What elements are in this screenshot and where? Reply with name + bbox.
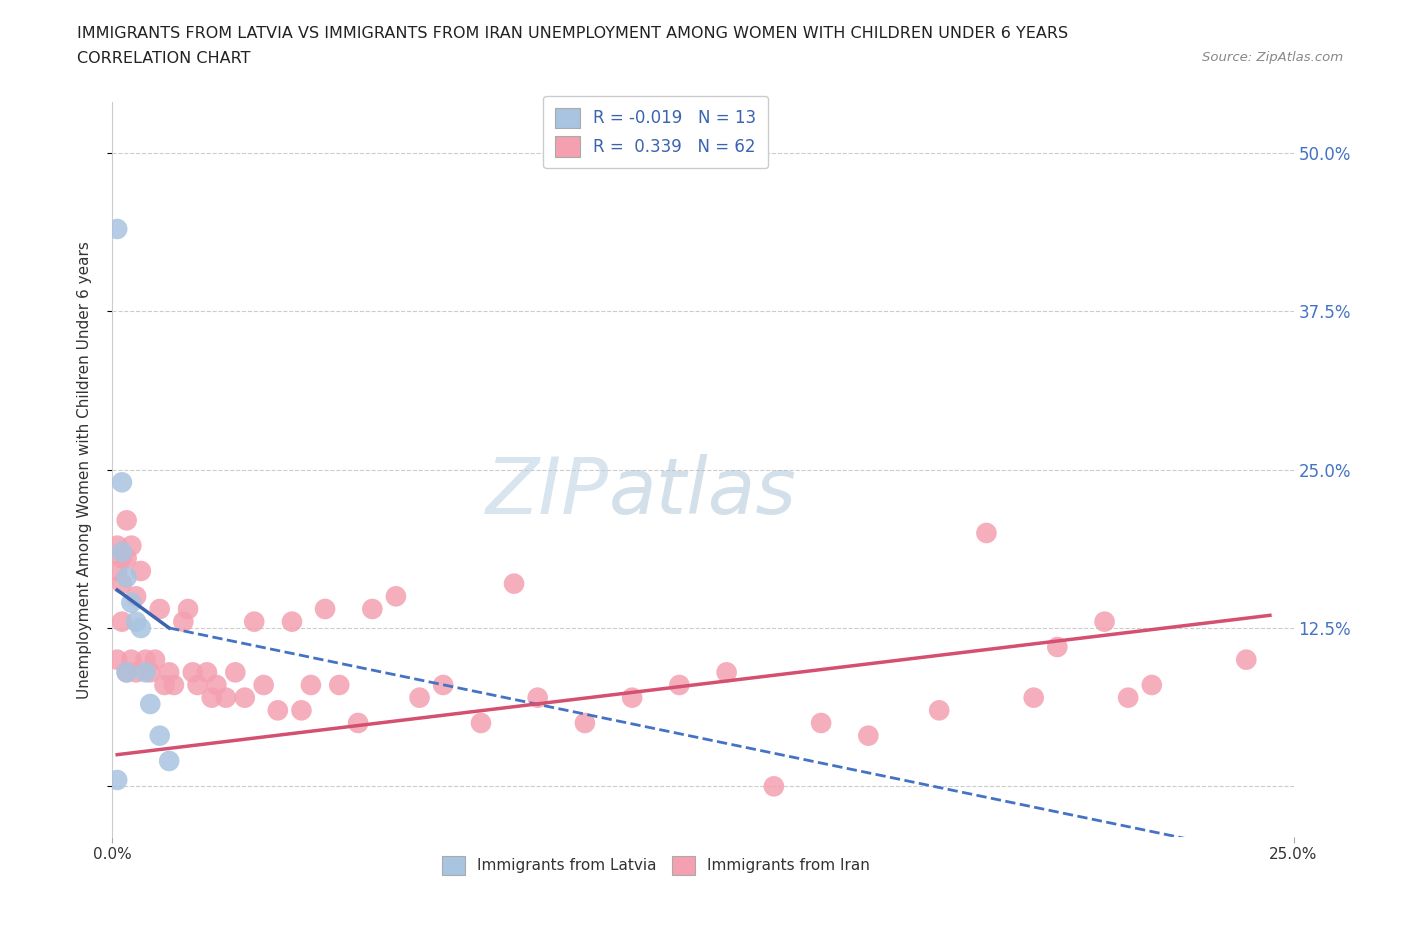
Point: [205, 678, 228, 693]
Point: [668, 678, 690, 693]
Point: [621, 690, 644, 705]
Point: [125, 614, 148, 629]
Point: [135, 665, 157, 680]
Point: [408, 690, 430, 705]
Point: [177, 602, 200, 617]
Point: [314, 602, 336, 617]
Point: [201, 690, 224, 705]
Point: [385, 589, 408, 604]
Point: [503, 577, 526, 591]
Point: [111, 545, 134, 560]
Point: [115, 551, 138, 565]
Point: [125, 589, 148, 604]
Point: [129, 564, 152, 578]
Point: [135, 652, 157, 667]
Point: [129, 620, 152, 635]
Point: [858, 728, 880, 743]
Point: [149, 728, 172, 743]
Text: Source: ZipAtlas.com: Source: ZipAtlas.com: [1202, 51, 1343, 64]
Point: [267, 703, 290, 718]
Point: [120, 538, 142, 553]
Point: [115, 512, 138, 527]
Point: [1116, 690, 1139, 705]
Point: [1094, 614, 1116, 629]
Point: [125, 665, 148, 680]
Point: [105, 773, 128, 788]
Point: [432, 678, 454, 693]
Point: [243, 614, 266, 629]
Point: [1022, 690, 1045, 705]
Point: [810, 715, 832, 730]
Point: [215, 690, 238, 705]
Point: [762, 779, 785, 794]
Point: [105, 564, 128, 578]
Point: [181, 665, 204, 680]
Text: IMMIGRANTS FROM LATVIA VS IMMIGRANTS FROM IRAN UNEMPLOYMENT AMONG WOMEN WITH CHI: IMMIGRANTS FROM LATVIA VS IMMIGRANTS FRO…: [77, 26, 1069, 41]
Point: [233, 690, 256, 705]
Point: [281, 614, 304, 629]
Point: [928, 703, 950, 718]
Point: [195, 665, 218, 680]
Point: [120, 595, 142, 610]
Point: [328, 678, 350, 693]
Point: [115, 665, 138, 680]
Point: [111, 614, 134, 629]
Point: [347, 715, 370, 730]
Point: [1234, 652, 1257, 667]
Point: [224, 665, 246, 680]
Point: [115, 570, 138, 585]
Point: [526, 690, 548, 705]
Point: [111, 551, 134, 565]
Point: [163, 678, 186, 693]
Point: [186, 678, 208, 693]
Point: [139, 665, 162, 680]
Point: [105, 221, 128, 236]
Point: [716, 665, 738, 680]
Y-axis label: Unemployment Among Women with Children Under 6 years: Unemployment Among Women with Children U…: [77, 241, 91, 698]
Text: ZIP: ZIP: [485, 454, 609, 530]
Point: [976, 525, 998, 540]
Point: [111, 577, 134, 591]
Point: [470, 715, 492, 730]
Point: [105, 652, 128, 667]
Point: [157, 665, 180, 680]
Point: [574, 715, 596, 730]
Point: [115, 665, 138, 680]
Legend: Immigrants from Latvia, Immigrants from Iran: Immigrants from Latvia, Immigrants from …: [436, 850, 876, 881]
Point: [105, 538, 128, 553]
Point: [299, 678, 322, 693]
Text: CORRELATION CHART: CORRELATION CHART: [77, 51, 250, 66]
Point: [139, 697, 162, 711]
Point: [143, 652, 166, 667]
Point: [253, 678, 276, 693]
Point: [149, 602, 172, 617]
Point: [153, 678, 176, 693]
Text: atlas: atlas: [609, 454, 796, 530]
Point: [1140, 678, 1163, 693]
Point: [111, 475, 134, 490]
Point: [290, 703, 312, 718]
Point: [120, 652, 142, 667]
Point: [172, 614, 194, 629]
Point: [157, 753, 180, 768]
Point: [1046, 640, 1069, 655]
Point: [361, 602, 384, 617]
